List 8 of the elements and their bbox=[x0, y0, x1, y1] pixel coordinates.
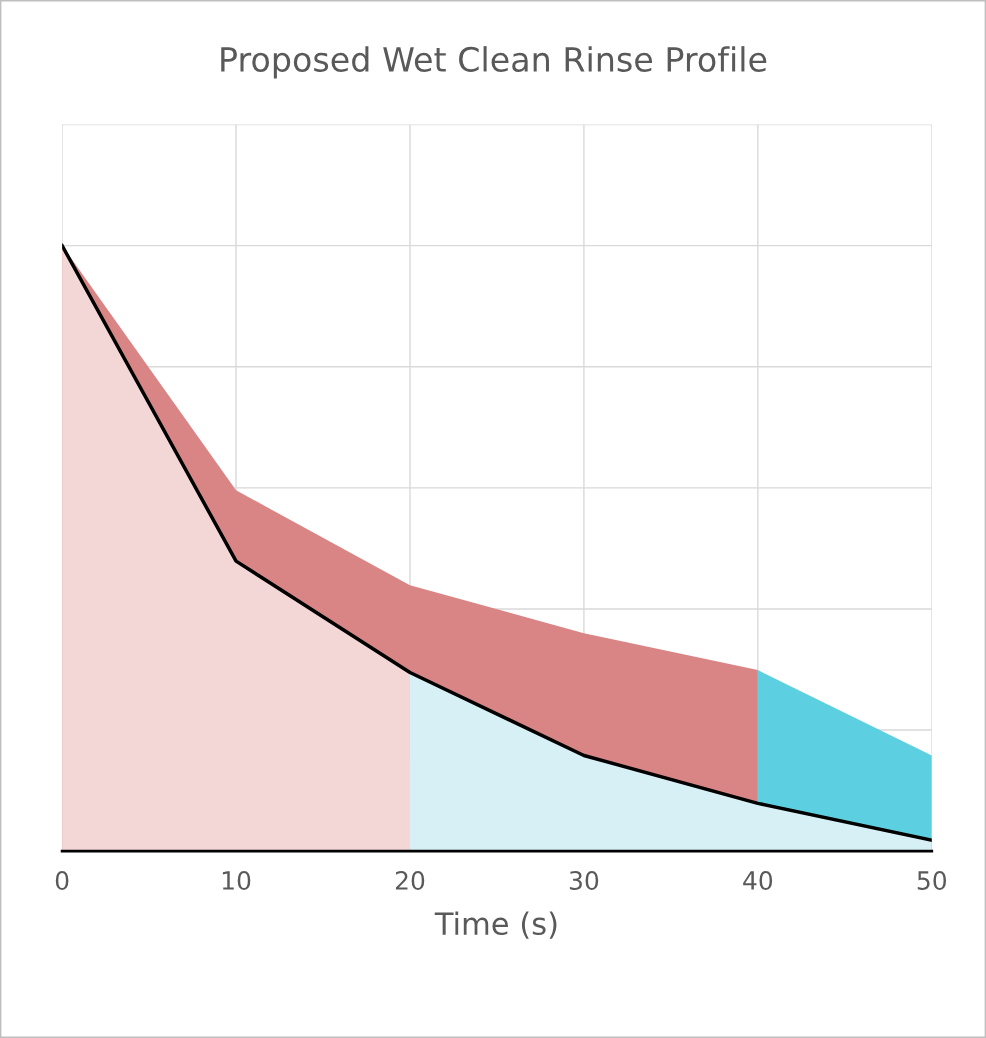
x-tick-label: 40 bbox=[743, 871, 773, 890]
x-axis-title: Time (s) bbox=[434, 911, 557, 939]
x-tick-label: 30 bbox=[569, 871, 599, 890]
x-tick-label: 0 bbox=[55, 871, 69, 890]
x-tick-label: 20 bbox=[395, 871, 425, 890]
x-tick-label: 10 bbox=[222, 871, 251, 890]
chart-title: Proposed Wet Clean Rinse Profile bbox=[221, 46, 767, 79]
x-tick-label: 50 bbox=[917, 871, 947, 890]
